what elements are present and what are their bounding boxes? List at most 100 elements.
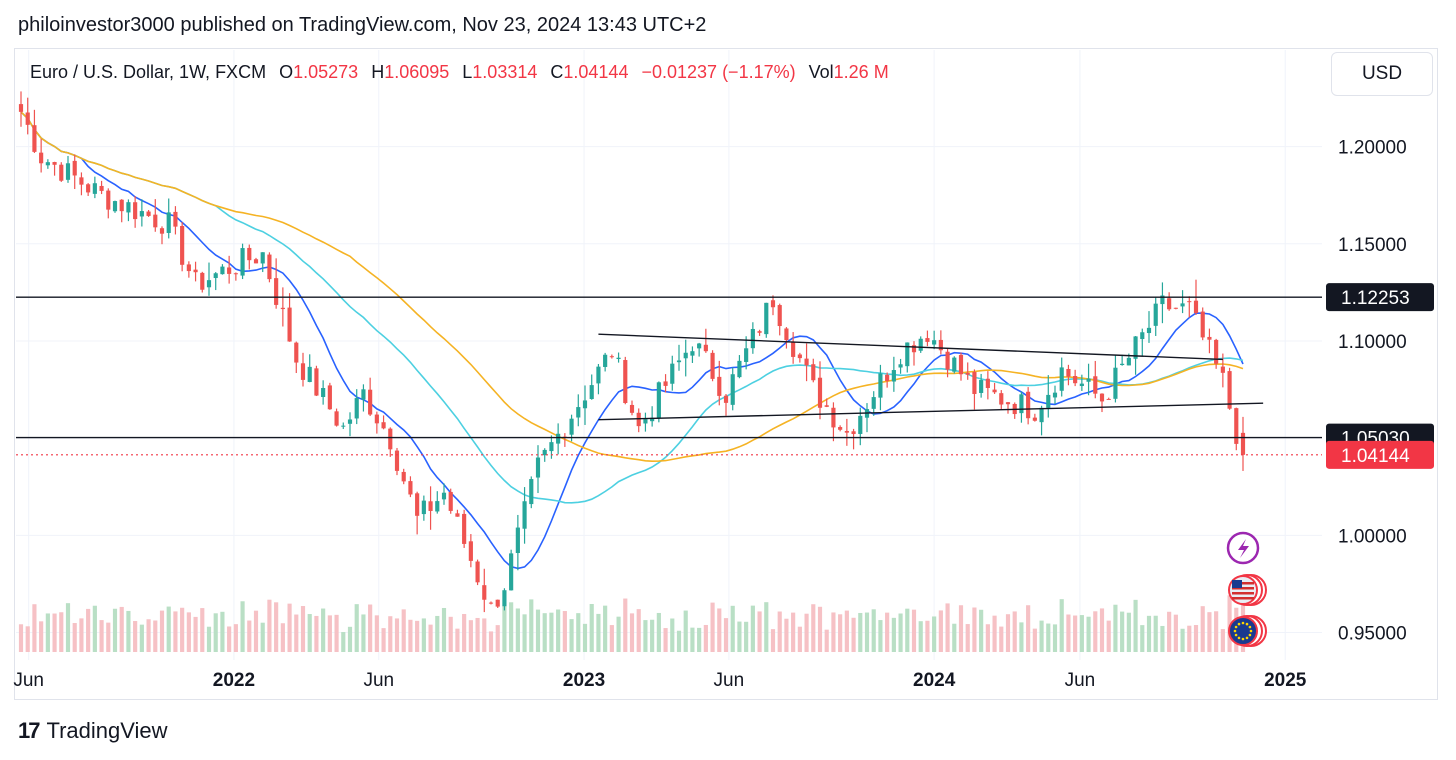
eu-flag-star <box>1241 621 1245 625</box>
volume-bar <box>898 613 903 652</box>
volume-bar <box>92 605 97 652</box>
candle-body <box>86 184 91 193</box>
candle-body <box>972 371 977 394</box>
candle-body <box>582 400 588 409</box>
candle-body <box>213 273 218 279</box>
candle-body <box>764 302 769 335</box>
brand-name: TradingView <box>46 718 168 743</box>
volume-bar <box>1106 620 1111 652</box>
candle-body <box>260 252 265 264</box>
volume-bar <box>636 609 641 652</box>
candle-body <box>59 164 64 181</box>
candle-body <box>522 501 527 529</box>
currency-button[interactable]: USD <box>1331 52 1433 96</box>
trendline <box>598 333 1223 361</box>
volume-bar <box>1153 615 1158 652</box>
candle-body <box>428 501 433 511</box>
volume-bar <box>334 614 339 652</box>
volume-bar <box>885 612 890 652</box>
volume-bar <box>676 630 682 652</box>
volume-bar <box>227 626 232 652</box>
candle-body <box>368 389 373 415</box>
volume-bar <box>146 619 151 652</box>
volume-bar <box>240 601 245 652</box>
volume-bar <box>1039 620 1044 652</box>
candle-body <box>985 378 990 388</box>
candle-body <box>1207 336 1212 340</box>
candle-body <box>1133 336 1138 359</box>
volume-bar <box>468 620 473 652</box>
candle-body <box>670 363 675 384</box>
candle-body <box>455 513 460 517</box>
candle-body <box>770 300 776 308</box>
volume-bar <box>462 613 467 652</box>
candle-body <box>858 415 863 434</box>
candle-body <box>1234 408 1239 444</box>
volume-bar <box>509 602 514 652</box>
x-tick-label: 2025 <box>1264 670 1307 691</box>
volume-bar <box>408 619 413 652</box>
candle-body <box>52 162 57 165</box>
volume-bar <box>744 621 749 652</box>
eu-flag-star <box>1234 633 1238 637</box>
candle-body <box>1099 393 1105 402</box>
us-flag-canton <box>1232 580 1242 588</box>
open-label: O <box>279 62 294 82</box>
candle-body <box>918 338 923 351</box>
candle-body <box>596 366 601 384</box>
volume-bar <box>1187 625 1192 652</box>
volume-bar <box>180 607 185 652</box>
volume-bar <box>1126 612 1131 652</box>
volume-bar <box>341 632 346 652</box>
volume-bar <box>482 618 487 652</box>
volume-bar <box>415 620 420 652</box>
candle-body <box>495 599 500 607</box>
candle-body <box>569 418 574 435</box>
volume-bar <box>757 611 762 652</box>
volume-bar <box>139 624 144 652</box>
price-label-box <box>1326 440 1434 469</box>
volume-bar <box>656 612 661 652</box>
y-tick-label: 0.95000 <box>1338 624 1407 645</box>
us-flag-stripe <box>1232 582 1254 585</box>
candle-body <box>576 407 581 418</box>
candle-body <box>650 417 655 422</box>
volume-bar <box>905 608 910 652</box>
candle-body <box>193 269 198 273</box>
volume-bar <box>1026 605 1031 652</box>
y-tick-label: 1.15000 <box>1338 235 1407 256</box>
volume-bar <box>784 618 789 652</box>
us-flag-stripe <box>1232 597 1254 600</box>
volume-bar <box>730 605 735 652</box>
candle-body <box>804 358 809 366</box>
volume-bar <box>979 609 984 652</box>
volume-bar <box>629 613 635 652</box>
candle-body <box>166 212 171 233</box>
volume-bar <box>985 624 990 652</box>
volume-bar <box>1005 614 1011 652</box>
volume-bar <box>522 614 527 652</box>
x-tick-label: Jun <box>13 670 44 691</box>
volume-bar <box>307 614 312 652</box>
candle-body <box>280 307 285 310</box>
candle-body <box>1173 307 1178 309</box>
candle-body <box>79 177 84 185</box>
candle-body <box>347 419 353 424</box>
price-chart[interactable]: 0.950001.000001.050001.100001.150001.200… <box>0 0 1456 700</box>
volume-bar <box>999 626 1004 652</box>
volume-bar <box>965 624 970 652</box>
volume-bar <box>488 631 494 652</box>
candle-body <box>247 247 252 261</box>
candle-body <box>1005 402 1011 405</box>
candle-body <box>1220 366 1225 373</box>
volume-bar <box>844 610 849 652</box>
price-label-text: 1.12253 <box>1341 288 1410 309</box>
candle-body <box>844 430 849 433</box>
x-tick-label: Jun <box>363 670 394 691</box>
volume-bar <box>327 615 332 652</box>
candle-body <box>616 357 621 359</box>
eu-flag-star <box>1249 629 1253 633</box>
candle-body <box>133 202 138 220</box>
candle-body <box>643 419 648 424</box>
candle-body <box>253 259 259 264</box>
